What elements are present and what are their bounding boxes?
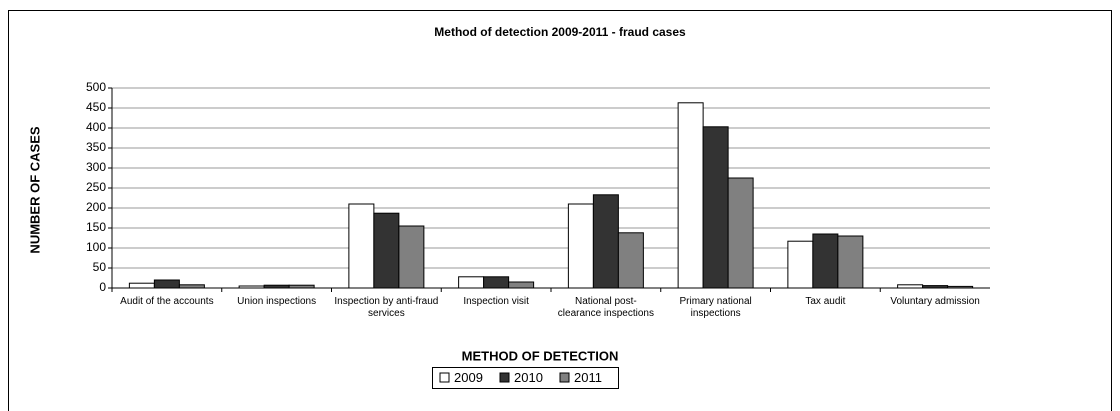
bar <box>897 284 924 289</box>
legend-swatch <box>499 372 510 383</box>
legend-label: 2011 <box>574 370 602 385</box>
legend-label: 2010 <box>514 370 543 385</box>
bar <box>922 285 949 289</box>
bar <box>947 285 974 289</box>
y-tick-label: 100 <box>86 240 106 254</box>
y-tick-label: 0 <box>99 280 106 294</box>
bar <box>812 233 839 289</box>
x-tick-label: Voluntary admission <box>890 296 980 307</box>
bar <box>787 240 814 289</box>
y-tick-label: 450 <box>86 100 106 114</box>
bar <box>677 102 704 289</box>
bar <box>617 232 644 289</box>
bar <box>592 194 619 289</box>
bar <box>398 225 425 289</box>
x-tick-label: Audit of the accounts <box>120 296 214 307</box>
y-axis-title: NUMBER OF CASES <box>27 126 42 253</box>
chart-title: Method of detection 2009-2011 - fraud ca… <box>434 25 686 39</box>
bar <box>508 281 535 289</box>
bar <box>702 126 729 289</box>
bar <box>153 279 180 289</box>
bar <box>263 284 290 289</box>
bar <box>483 276 510 289</box>
bar <box>348 203 375 289</box>
bar <box>567 203 594 289</box>
x-tick-label: Union inspections <box>237 296 317 307</box>
y-tick-label: 400 <box>86 120 106 134</box>
legend-label: 2009 <box>454 370 483 385</box>
bar <box>373 212 400 289</box>
x-tick-label: Inspection visit <box>463 296 529 307</box>
bar <box>458 276 485 289</box>
bar <box>837 235 864 289</box>
bar <box>178 284 205 289</box>
y-tick-label: 200 <box>86 200 106 214</box>
y-tick-label: 350 <box>86 140 106 154</box>
x-tick-label: Inspection by anti-fraud services <box>334 296 439 319</box>
y-tick-label: 500 <box>86 80 106 94</box>
bar <box>288 284 315 289</box>
y-tick-label: 50 <box>93 260 107 274</box>
chart-frame <box>8 10 1112 411</box>
y-tick-label: 250 <box>86 180 106 194</box>
x-tick-label: National post-clearance inspections <box>557 296 654 319</box>
y-tick-label: 300 <box>86 160 106 174</box>
bar <box>238 285 265 289</box>
x-tick-label: Primary national inspections <box>679 296 752 319</box>
legend-swatch <box>439 372 450 383</box>
y-tick-label: 150 <box>86 220 106 234</box>
x-axis-title: METHOD OF DETECTION <box>462 348 619 363</box>
legend-box <box>432 367 619 389</box>
bar <box>128 282 155 289</box>
legend-swatch <box>559 372 570 383</box>
bar <box>727 177 754 289</box>
x-tick-label: Tax audit <box>805 296 846 307</box>
